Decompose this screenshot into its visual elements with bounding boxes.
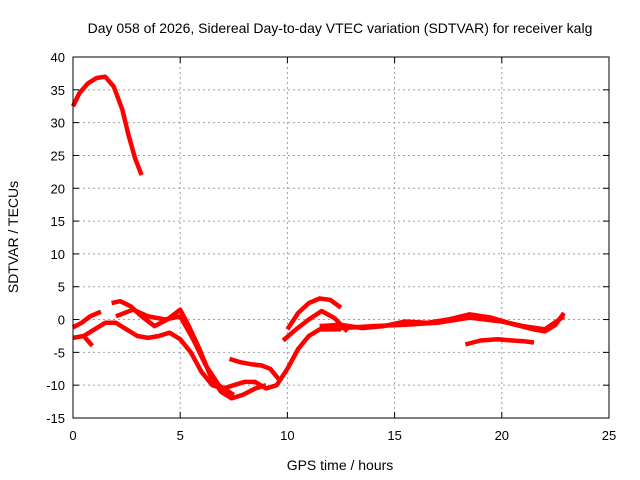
series-line-arc-6: [115, 307, 236, 397]
series-line-arc-8: [285, 296, 343, 331]
x-tick-label: 10: [280, 428, 294, 443]
y-tick-label: 10: [51, 247, 65, 262]
series-line-arc-12: [464, 336, 535, 347]
y-tick-label: 35: [51, 83, 65, 98]
series-line-arc-11: [340, 314, 566, 332]
series-line-arc-1: [70, 74, 144, 176]
y-tick-label: -10: [46, 378, 65, 393]
x-axis-label: GPS time / hours: [287, 457, 394, 473]
x-tick-label: 25: [602, 428, 616, 443]
grid-lines: [73, 57, 609, 418]
x-tick-label: 5: [177, 428, 184, 443]
x-tick-label: 20: [495, 428, 509, 443]
y-tick-label: 0: [58, 313, 65, 328]
y-tick-label: 20: [51, 181, 65, 196]
y-tick-label: 5: [58, 280, 65, 295]
plot-frame: [72, 56, 610, 419]
y-tick-label: -15: [46, 411, 65, 426]
axis-ticks: 0 5 10 15 20 25 -15 -10 -5 0 5 10 15 20 25 30 35 40: [46, 50, 616, 443]
series-line-arc-3: [71, 309, 102, 330]
y-axis-label: SDTVAR / TECUs: [5, 181, 21, 293]
x-tick-label: 0: [69, 428, 76, 443]
y-tick-label: 30: [51, 116, 65, 131]
y-tick-label: 40: [51, 50, 65, 65]
series-line-arc-2: [72, 320, 341, 391]
x-tick-label: 15: [387, 428, 401, 443]
chart-title: Day 058 of 2026, Sidereal Day-to-day VTE…: [88, 20, 593, 36]
y-tick-label: -5: [53, 345, 65, 360]
series-line-arc-4: [82, 334, 94, 348]
series-lines: [70, 74, 566, 401]
series-line-arc-9: [281, 308, 350, 343]
y-tick-label: 15: [51, 214, 65, 229]
y-tick-label: 25: [51, 148, 65, 163]
series-line-arc-7: [228, 356, 283, 384]
